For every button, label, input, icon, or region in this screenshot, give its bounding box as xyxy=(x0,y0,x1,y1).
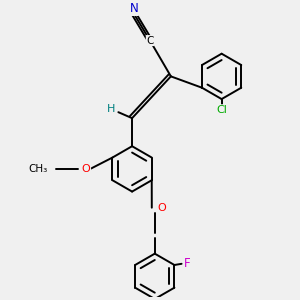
Text: O: O xyxy=(82,164,91,174)
Text: C: C xyxy=(146,36,154,46)
Text: F: F xyxy=(184,257,191,270)
Text: O: O xyxy=(158,203,167,213)
Text: Cl: Cl xyxy=(216,105,227,115)
Text: H: H xyxy=(107,104,116,114)
Text: N: N xyxy=(130,2,138,15)
Text: CH₃: CH₃ xyxy=(28,164,47,174)
